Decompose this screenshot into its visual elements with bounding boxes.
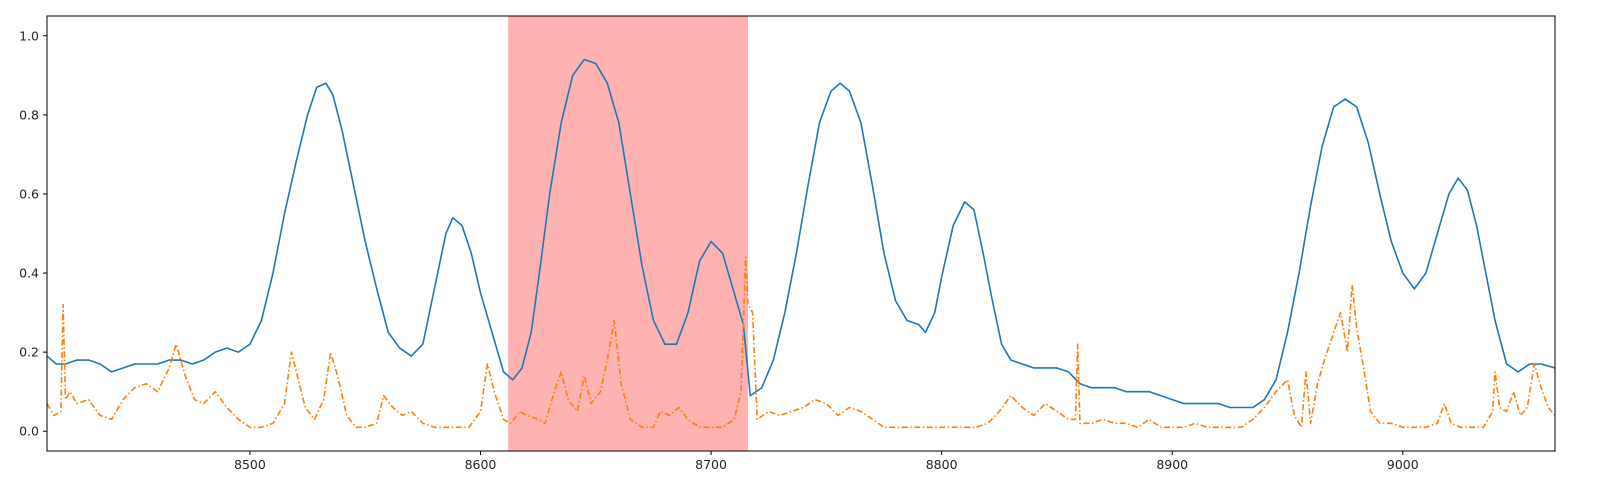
series-line-2 <box>47 256 1555 429</box>
highlight-span <box>508 16 748 451</box>
x-tick-label: 8900 <box>1156 457 1188 472</box>
y-tick-label: 0.4 <box>19 266 39 281</box>
x-tick-label: 8700 <box>695 457 727 472</box>
series-line-1 <box>47 58 1555 409</box>
x-tick-label: 9000 <box>1387 457 1419 472</box>
axis-ticks: 8500 8600 8700 8800 8900 9000 0.0 0.2 0.4 0.6 0.8 1… <box>19 28 1419 472</box>
y-tick-label: 1.0 <box>19 28 39 43</box>
x-tick-label: 8500 <box>234 457 266 472</box>
x-tick-label: 8600 <box>465 457 497 472</box>
y-tick-label: 0.2 <box>19 345 39 360</box>
plot-area <box>47 16 1555 451</box>
y-tick-label: 0.8 <box>19 107 39 122</box>
x-tick-label: 8800 <box>926 457 958 472</box>
y-tick-label: 0.0 <box>19 424 39 439</box>
y-tick-label: 0.6 <box>19 186 39 201</box>
axes-frame <box>46 15 1556 452</box>
